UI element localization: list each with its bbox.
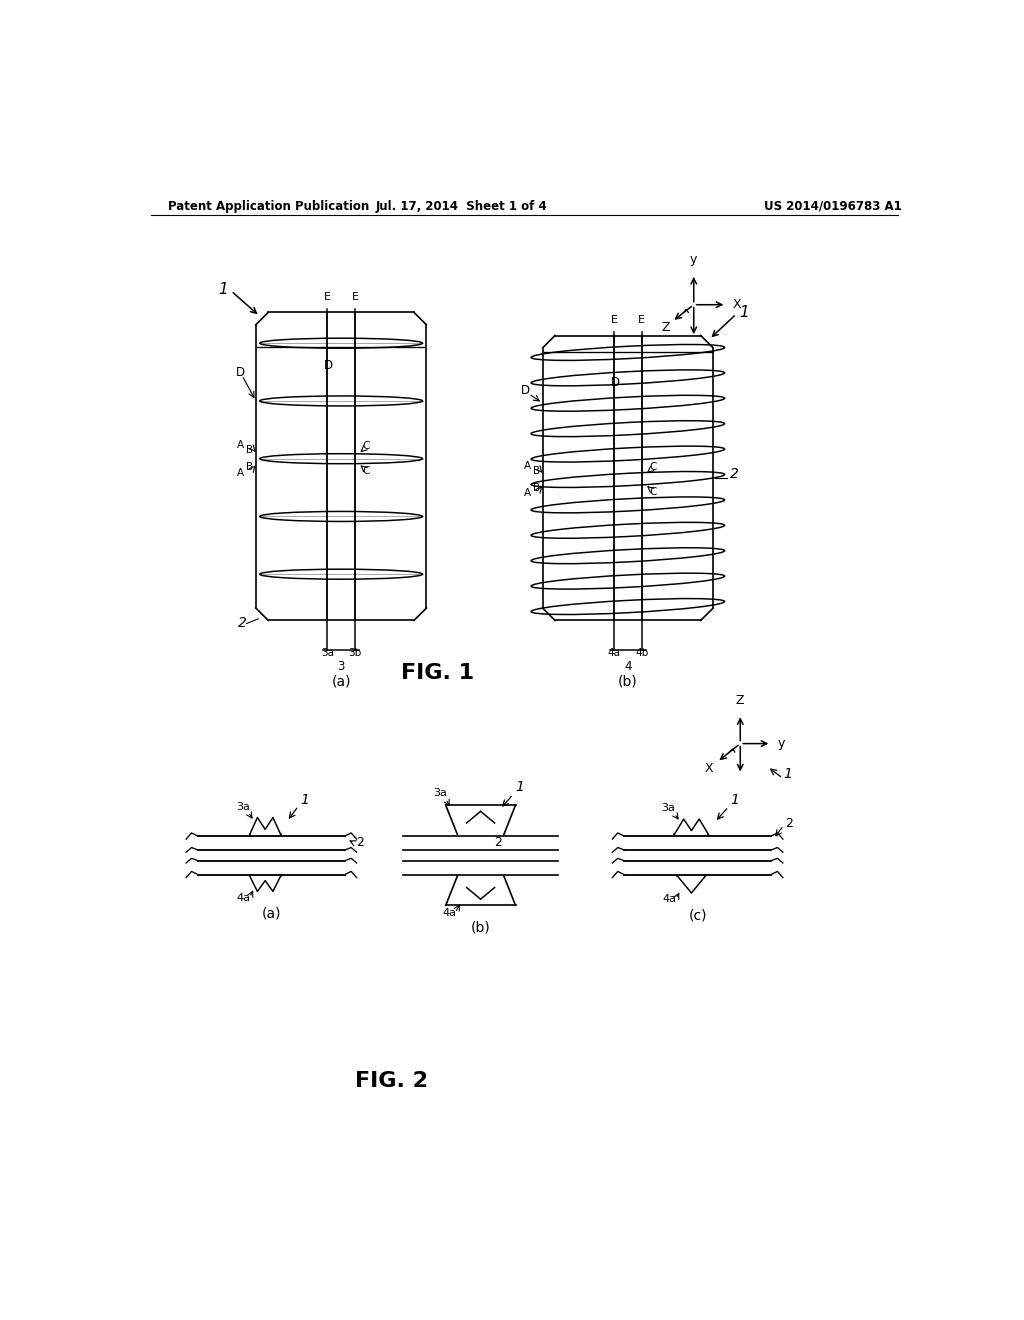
Text: 1: 1 bbox=[515, 780, 524, 795]
Text: D: D bbox=[521, 384, 530, 397]
Text: A: A bbox=[237, 467, 244, 478]
Text: E: E bbox=[351, 292, 358, 302]
Text: B: B bbox=[246, 445, 253, 455]
Text: B: B bbox=[532, 466, 540, 477]
Text: 3a: 3a bbox=[237, 801, 251, 812]
Text: Z: Z bbox=[736, 693, 744, 706]
Text: C: C bbox=[649, 487, 656, 496]
Text: 4a: 4a bbox=[663, 894, 677, 904]
Text: 1: 1 bbox=[218, 281, 228, 297]
Text: 3a: 3a bbox=[433, 788, 447, 799]
Text: 1: 1 bbox=[301, 792, 309, 807]
Text: B: B bbox=[532, 483, 540, 492]
Text: 3a: 3a bbox=[662, 804, 675, 813]
Text: E: E bbox=[610, 314, 617, 325]
Text: C: C bbox=[362, 466, 370, 477]
Text: 3b: 3b bbox=[348, 648, 361, 657]
Text: FIG. 2: FIG. 2 bbox=[355, 1071, 428, 1090]
Text: Jul. 17, 2014  Sheet 1 of 4: Jul. 17, 2014 Sheet 1 of 4 bbox=[376, 199, 547, 213]
Text: y: y bbox=[690, 253, 697, 267]
Text: 4: 4 bbox=[624, 660, 632, 673]
Text: 1: 1 bbox=[739, 305, 749, 319]
Text: X: X bbox=[732, 298, 741, 312]
Text: A: A bbox=[237, 440, 244, 450]
Text: 4a: 4a bbox=[442, 908, 457, 919]
Text: 4b: 4b bbox=[635, 648, 648, 657]
Text: (c): (c) bbox=[688, 908, 707, 923]
Text: A: A bbox=[523, 488, 530, 499]
Text: 1: 1 bbox=[783, 767, 792, 781]
Text: 3a: 3a bbox=[321, 648, 334, 657]
Text: US 2014/0196783 A1: US 2014/0196783 A1 bbox=[764, 199, 902, 213]
Text: y: y bbox=[777, 737, 784, 750]
Text: (b): (b) bbox=[471, 920, 490, 935]
Text: D: D bbox=[325, 359, 333, 372]
Text: 2: 2 bbox=[238, 615, 247, 630]
Text: D: D bbox=[236, 366, 245, 379]
Text: 2: 2 bbox=[356, 837, 364, 850]
Text: E: E bbox=[324, 292, 331, 302]
Text: (a): (a) bbox=[332, 675, 351, 688]
Text: C: C bbox=[649, 462, 656, 473]
Text: Patent Application Publication: Patent Application Publication bbox=[168, 199, 370, 213]
Text: C: C bbox=[362, 441, 370, 451]
Text: (b): (b) bbox=[618, 675, 638, 688]
Text: FIG. 1: FIG. 1 bbox=[401, 663, 474, 682]
Text: 2: 2 bbox=[730, 467, 739, 480]
Text: 4a: 4a bbox=[607, 648, 621, 657]
Text: E: E bbox=[638, 314, 645, 325]
Text: (a): (a) bbox=[261, 907, 282, 920]
Text: X: X bbox=[705, 762, 714, 775]
Text: 3: 3 bbox=[338, 660, 345, 673]
Text: 4a: 4a bbox=[237, 892, 251, 903]
Text: 2: 2 bbox=[785, 817, 793, 830]
Text: 2: 2 bbox=[495, 836, 503, 849]
Text: 1: 1 bbox=[730, 792, 739, 807]
Text: D: D bbox=[611, 376, 621, 389]
Text: Z: Z bbox=[662, 321, 670, 334]
Text: A: A bbox=[523, 461, 530, 471]
Text: B: B bbox=[246, 462, 253, 473]
